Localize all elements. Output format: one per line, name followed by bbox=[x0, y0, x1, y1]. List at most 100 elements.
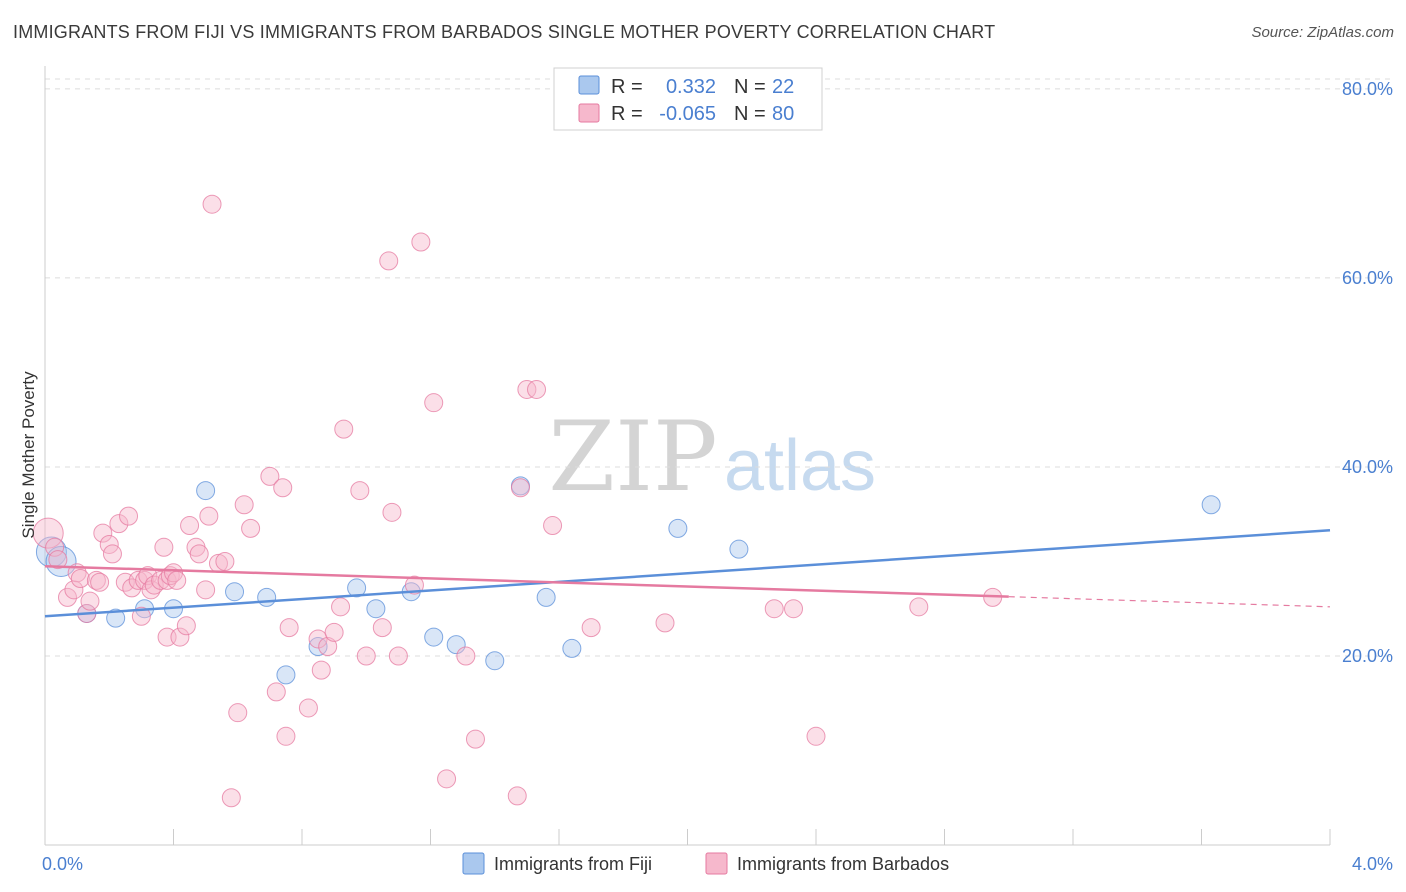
data-point bbox=[32, 517, 64, 549]
data-point bbox=[199, 506, 219, 526]
data-point bbox=[202, 194, 222, 214]
data-point bbox=[279, 618, 299, 638]
data-point bbox=[138, 566, 158, 586]
data-point bbox=[318, 637, 338, 657]
data-point bbox=[806, 726, 826, 746]
data-point bbox=[581, 618, 601, 638]
data-point bbox=[485, 651, 505, 671]
data-point bbox=[510, 478, 530, 498]
legend-label-barbados: Immigrants from Barbados bbox=[737, 854, 949, 874]
data-point bbox=[388, 646, 408, 666]
data-point bbox=[424, 393, 444, 413]
data-point bbox=[562, 638, 582, 658]
data-point bbox=[154, 537, 174, 557]
x-tick-label-min: 0.0% bbox=[42, 854, 83, 874]
data-point bbox=[196, 481, 216, 501]
y-axis-title: Single Mother Poverty bbox=[19, 371, 38, 539]
x-tick-label-max: 4.0% bbox=[1352, 854, 1393, 874]
data-point bbox=[404, 575, 424, 595]
y-tick-label: 60.0% bbox=[1342, 268, 1393, 288]
watermark-zip: ZIP bbox=[548, 401, 717, 513]
watermark: ZIP atlas bbox=[548, 401, 876, 513]
data-point bbox=[437, 769, 457, 789]
data-point bbox=[266, 682, 286, 702]
trend-line bbox=[44, 564, 1009, 598]
data-point bbox=[507, 786, 527, 806]
source-credit: Source: ZipAtlas.com bbox=[1251, 24, 1394, 41]
data-points bbox=[32, 194, 1221, 808]
data-point bbox=[784, 599, 804, 619]
data-point bbox=[276, 665, 296, 685]
y-tick-label: 80.0% bbox=[1342, 79, 1393, 99]
data-point bbox=[70, 568, 90, 588]
data-point bbox=[102, 544, 122, 564]
data-point bbox=[180, 516, 200, 536]
data-point bbox=[456, 646, 476, 666]
trend-lines bbox=[44, 529, 1331, 618]
stats-swatch-barbados bbox=[578, 103, 600, 123]
data-point bbox=[411, 232, 431, 252]
data-point bbox=[331, 597, 351, 617]
trend-line-extension bbox=[1008, 596, 1331, 608]
data-point bbox=[366, 599, 386, 619]
data-point bbox=[764, 599, 784, 619]
y-tick-label: 40.0% bbox=[1342, 457, 1393, 477]
data-point bbox=[57, 587, 77, 607]
data-point bbox=[308, 637, 328, 657]
data-point bbox=[45, 537, 65, 557]
data-point bbox=[164, 563, 183, 583]
legend: Immigrants from Fiji Immigrants from Bar… bbox=[462, 852, 949, 875]
stats-swatch-fiji bbox=[578, 75, 600, 95]
data-point bbox=[128, 570, 148, 590]
data-point bbox=[260, 466, 280, 486]
data-point bbox=[372, 618, 392, 638]
data-point bbox=[234, 495, 254, 515]
stats-box: R = 0.332 N = 22 R = -0.065 N = 80 bbox=[553, 67, 823, 131]
data-point bbox=[80, 591, 100, 611]
data-point bbox=[106, 608, 126, 628]
data-point bbox=[48, 550, 68, 570]
data-point bbox=[90, 572, 110, 592]
data-point bbox=[225, 582, 245, 602]
data-point bbox=[170, 627, 190, 647]
data-point bbox=[324, 622, 344, 642]
data-point bbox=[228, 703, 248, 723]
data-point bbox=[276, 726, 296, 746]
data-point bbox=[167, 570, 187, 590]
data-point bbox=[543, 516, 563, 536]
svg-text:N =: N = bbox=[734, 103, 766, 125]
data-point bbox=[465, 729, 485, 749]
stats-n-fiji: 22 bbox=[772, 76, 794, 98]
legend-swatch-barbados bbox=[705, 852, 728, 875]
data-point bbox=[1201, 495, 1221, 515]
svg-text:R =: R = bbox=[611, 103, 643, 125]
data-point bbox=[189, 544, 209, 564]
data-point bbox=[382, 502, 402, 522]
chart-title: IMMIGRANTS FROM FIJI VS IMMIGRANTS FROM … bbox=[13, 22, 996, 42]
data-point bbox=[909, 597, 929, 617]
data-point bbox=[196, 580, 216, 600]
data-point bbox=[273, 478, 293, 498]
axes bbox=[44, 66, 1331, 846]
data-point bbox=[119, 506, 139, 526]
data-point bbox=[334, 419, 354, 439]
data-point bbox=[424, 627, 444, 647]
gridlines bbox=[45, 78, 1392, 657]
data-point bbox=[655, 613, 675, 633]
data-point bbox=[298, 698, 318, 718]
svg-text:N =: N = bbox=[734, 76, 766, 98]
data-point bbox=[527, 379, 547, 399]
stats-r-fiji: 0.332 bbox=[666, 76, 716, 98]
data-point bbox=[131, 606, 151, 626]
data-point bbox=[311, 660, 331, 680]
y-tick-labels: 20.0% 40.0% 60.0% 80.0% bbox=[1342, 79, 1393, 666]
data-point bbox=[347, 578, 367, 598]
data-point bbox=[215, 551, 235, 571]
data-point bbox=[109, 514, 129, 534]
data-point bbox=[729, 539, 749, 559]
data-point bbox=[86, 570, 106, 590]
watermark-atlas: atlas bbox=[724, 426, 876, 506]
data-point bbox=[379, 251, 399, 271]
data-point bbox=[257, 587, 277, 607]
